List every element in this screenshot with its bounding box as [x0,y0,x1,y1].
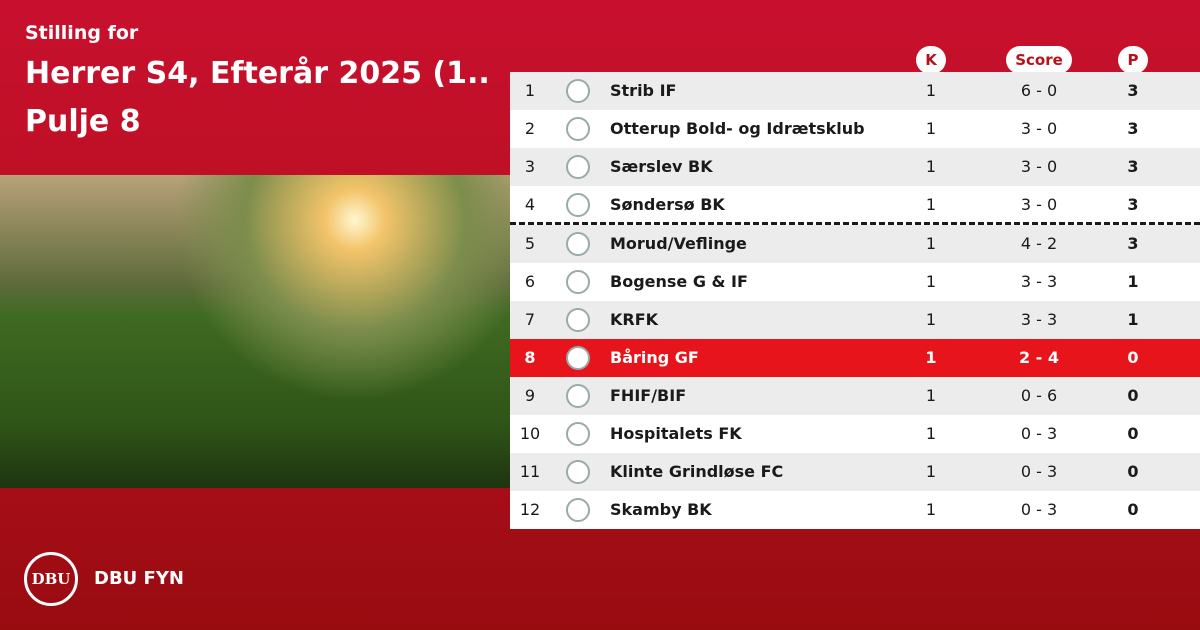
table-row: 7 KRFK 1 3 - 3 1 [510,301,1200,339]
table-row: 11 Klinte Grindløse FC 1 0 - 3 0 [510,453,1200,491]
title: Herrer S4, Efterår 2025 (1.. [25,56,490,91]
rank: 9 [524,386,536,405]
rank: 1 [524,81,536,100]
matches: 1 [925,424,937,443]
score: 3 - 0 [1020,157,1058,176]
rank: 12 [519,500,541,519]
points: 3 [1127,195,1139,214]
column-header: K [916,46,946,74]
points: 3 [1127,81,1139,100]
matches: 1 [925,234,937,253]
rank: 3 [524,157,536,176]
points: 1 [1127,272,1139,291]
matches: 1 [925,157,937,176]
team-logo [566,384,590,408]
table-row: 10 Hospitalets FK 1 0 - 3 0 [510,415,1200,453]
team-name: Bogense G & IF [610,272,748,291]
table-row: 1 Strib IF 1 6 - 0 3 [510,72,1200,110]
rank: 5 [524,234,536,253]
points: 0 [1127,386,1139,405]
photo [0,175,510,488]
points: 3 [1127,157,1139,176]
pool: Pulje 8 [25,104,141,139]
standings-table: 1 Strib IF 1 6 - 0 3 2 Otterup Bold- og Idræts… [510,72,1200,529]
team-logo [566,232,590,256]
points: 0 [1127,462,1139,481]
team-logo [566,79,590,103]
team-name: FHIF/BIF [610,386,687,405]
points: 0 [1127,500,1139,519]
matches: 1 [925,348,937,367]
team-logo [566,498,590,522]
column-header: Score [1006,46,1072,74]
rank: 7 [524,310,536,329]
points: 3 [1127,119,1139,138]
points: 0 [1127,424,1139,443]
score: 3 - 0 [1020,195,1058,214]
table-row: 5 Morud/Veflinge 1 4 - 2 3 [510,225,1200,263]
rank: 10 [519,424,541,443]
rank: 11 [519,462,541,481]
team-logo [566,460,590,484]
matches: 1 [925,81,937,100]
matches: 1 [925,386,937,405]
brand: DBU FYN [94,568,184,589]
matches: 1 [925,500,937,519]
subtitle: Stilling for [25,22,139,44]
points: 1 [1127,310,1139,329]
team-name: Klinte Grindløse FC [610,462,784,481]
score: 0 - 6 [1020,386,1058,405]
table-row: 3 Særslev BK 1 3 - 0 3 [510,148,1200,186]
score: 2 - 4 [1018,348,1060,367]
matches: 1 [925,272,937,291]
team-name: Morud/Veflinge [610,234,747,253]
score: 0 - 3 [1020,500,1058,519]
points: 0 [1127,348,1139,367]
team-name: Båring GF [610,348,699,367]
team-logo [566,155,590,179]
column-header: P [1118,46,1148,74]
points: 3 [1127,234,1139,253]
score: 3 - 3 [1020,272,1058,291]
rank: 4 [524,195,536,214]
rank: 8 [524,348,536,367]
team-name: KRFK [610,310,659,329]
team-name: Strib IF [610,81,677,100]
matches: 1 [925,310,937,329]
team-name: Otterup Bold- og Idrætsklub [610,119,865,138]
logo: DBU [24,552,78,606]
table-row: 8 Båring GF 1 2 - 4 0 [510,339,1200,377]
team-logo [566,117,590,141]
table-row: 2 Otterup Bold- og Idrætsklub 1 3 - 0 3 [510,110,1200,148]
score: 4 - 2 [1020,234,1058,253]
team-name: Søndersø BK [610,195,725,214]
matches: 1 [925,195,937,214]
team-logo [566,193,590,217]
rank: 2 [524,119,536,138]
table-row: 12 Skamby BK 1 0 - 3 0 [510,491,1200,529]
score: 3 - 3 [1020,310,1058,329]
table-row: 6 Bogense G & IF 1 3 - 3 1 [510,263,1200,301]
team-name: Hospitalets FK [610,424,742,443]
matches: 1 [925,119,937,138]
table-row: 9 FHIF/BIF 1 0 - 6 0 [510,377,1200,415]
table-row: 4 Søndersø BK 1 3 - 0 3 [510,186,1200,225]
team-logo [566,270,590,294]
matches: 1 [925,462,937,481]
team-logo [566,422,590,446]
team-logo [566,308,590,332]
score: 6 - 0 [1020,81,1058,100]
rank: 6 [524,272,536,291]
team-name: Særslev BK [610,157,713,176]
score: 0 - 3 [1020,462,1058,481]
score: 3 - 0 [1020,119,1058,138]
team-logo [566,346,590,370]
score: 0 - 3 [1020,424,1058,443]
team-name: Skamby BK [610,500,712,519]
